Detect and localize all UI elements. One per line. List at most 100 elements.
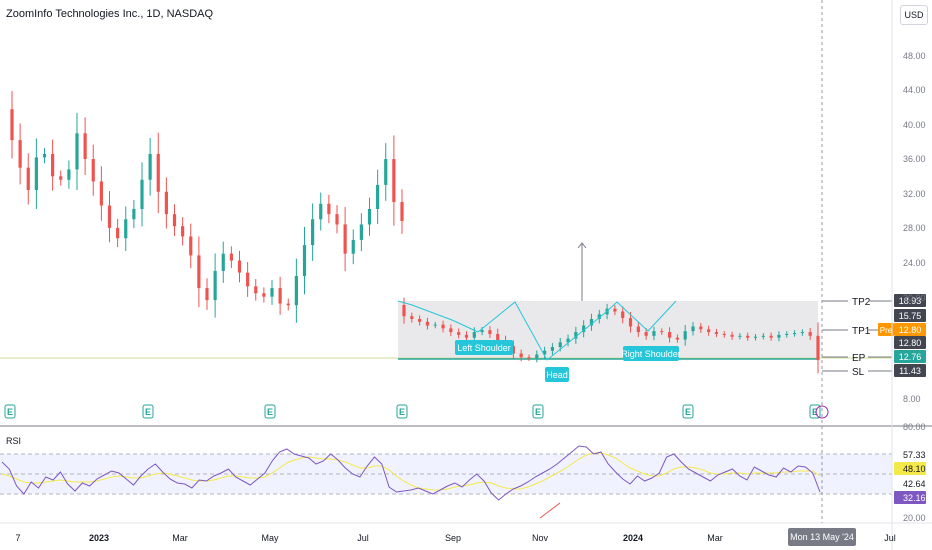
candle-body bbox=[10, 109, 14, 141]
candle-body bbox=[628, 318, 633, 327]
earnings-marker-label: E bbox=[535, 407, 541, 417]
candle-body bbox=[667, 332, 672, 338]
candle-body bbox=[402, 305, 406, 317]
earnings-marker-label: E bbox=[685, 407, 691, 417]
candle-body bbox=[808, 332, 812, 336]
candle-body bbox=[800, 332, 804, 334]
candle-body bbox=[270, 288, 274, 297]
candle-body bbox=[294, 276, 298, 306]
price-tick-label: 24.00 bbox=[903, 258, 926, 268]
earnings-marker bbox=[809, 404, 821, 419]
candle-body bbox=[660, 331, 664, 333]
time-tick-label: Jul bbox=[884, 533, 896, 543]
candle-body bbox=[205, 288, 209, 301]
earnings-marker-label: E bbox=[7, 407, 13, 417]
candle-body bbox=[172, 214, 177, 227]
candle-body bbox=[527, 357, 531, 359]
candle-body bbox=[449, 328, 453, 333]
price-tick-label: 28.00 bbox=[903, 223, 926, 233]
candle-body bbox=[42, 153, 47, 158]
earnings-marker-label: E bbox=[267, 407, 273, 417]
candle-body bbox=[425, 321, 430, 326]
crosshair-date-label: Mon 13 May '24 bbox=[790, 532, 854, 542]
candle-body bbox=[566, 338, 570, 343]
candle-body bbox=[75, 133, 79, 170]
pattern-outline bbox=[397, 300, 677, 361]
candle-body bbox=[124, 219, 128, 239]
candle-body bbox=[550, 347, 555, 351]
candle-body bbox=[597, 314, 601, 320]
candle-body bbox=[189, 236, 193, 256]
candle-body bbox=[140, 179, 144, 209]
candle-body bbox=[254, 286, 258, 294]
candle-body bbox=[816, 335, 820, 361]
candle-body bbox=[644, 332, 648, 336]
candle-body bbox=[753, 336, 758, 338]
candle-body bbox=[652, 331, 656, 336]
earnings-marker-label: E bbox=[399, 407, 405, 417]
candle-body bbox=[543, 350, 547, 355]
time-tick-label: Sep bbox=[445, 533, 461, 543]
candle-body bbox=[558, 342, 562, 348]
time-tick-label: Jul bbox=[357, 533, 369, 543]
candle-body bbox=[792, 333, 797, 335]
rsi-ma-line bbox=[1, 452, 821, 491]
level-value-badge bbox=[894, 309, 926, 322]
pattern-annotation-badge bbox=[545, 367, 569, 382]
candle-body bbox=[589, 319, 594, 326]
candle-body bbox=[464, 334, 469, 338]
pattern-box-layer bbox=[0, 301, 892, 360]
candle-body bbox=[67, 169, 71, 180]
rsi-value-label: 32.16 bbox=[903, 493, 926, 503]
candle-body bbox=[496, 333, 500, 341]
earnings-marker bbox=[142, 404, 154, 419]
candle-body bbox=[116, 227, 120, 239]
price-tick-label: 40.00 bbox=[903, 120, 926, 130]
earnings-marker-label: E bbox=[145, 407, 151, 417]
rsi-pane-label[interactable]: RSI bbox=[6, 436, 22, 446]
pre-market-tag-label: Pre bbox=[880, 326, 893, 335]
candle-body bbox=[246, 272, 250, 287]
candle-body bbox=[237, 260, 242, 273]
price-tick-label: 32.00 bbox=[903, 189, 926, 199]
candle-body bbox=[699, 326, 703, 330]
rsi-value-badge bbox=[894, 491, 926, 504]
level-value-label: 12.76 bbox=[899, 352, 922, 362]
price-tick-label: 44.00 bbox=[903, 85, 926, 95]
time-tick-label: Mar bbox=[707, 533, 723, 543]
candle-body bbox=[319, 203, 323, 220]
candle-body bbox=[18, 140, 22, 168]
level-label: EP bbox=[852, 353, 866, 364]
rsi-value-label: 57.33 bbox=[903, 450, 926, 460]
time-tick-label: Mar bbox=[172, 533, 188, 543]
candle-body bbox=[311, 219, 315, 246]
rsi-value-label: 48.10 bbox=[903, 464, 926, 474]
candle-body bbox=[327, 203, 331, 215]
candle-body bbox=[156, 153, 160, 192]
currency-button[interactable]: USD bbox=[900, 5, 928, 25]
earnings-marker bbox=[532, 404, 544, 419]
candle-body bbox=[785, 333, 789, 335]
candle-body bbox=[132, 208, 136, 220]
rsi-value-badge bbox=[894, 462, 926, 475]
candle-body bbox=[519, 353, 523, 358]
candle-body bbox=[761, 335, 765, 337]
candle-body bbox=[621, 311, 625, 319]
candle-body bbox=[59, 176, 63, 180]
candle-body bbox=[707, 329, 711, 333]
rsi-layer: 80.00 20.00 57.33 48.10 42.64 32.16 bbox=[0, 422, 926, 523]
time-tick-label: 7 bbox=[15, 533, 20, 543]
candle-body bbox=[148, 153, 152, 180]
candle-body bbox=[535, 354, 539, 359]
earnings-marker bbox=[264, 404, 276, 419]
pre-market-tag bbox=[878, 323, 894, 336]
earnings-marker-label: E bbox=[812, 407, 818, 417]
candle-body bbox=[359, 224, 363, 240]
earnings-marker bbox=[396, 404, 408, 419]
candle-body bbox=[746, 335, 750, 338]
candle-body bbox=[480, 330, 484, 333]
candle-body bbox=[221, 253, 225, 271]
candle-body bbox=[213, 270, 217, 301]
